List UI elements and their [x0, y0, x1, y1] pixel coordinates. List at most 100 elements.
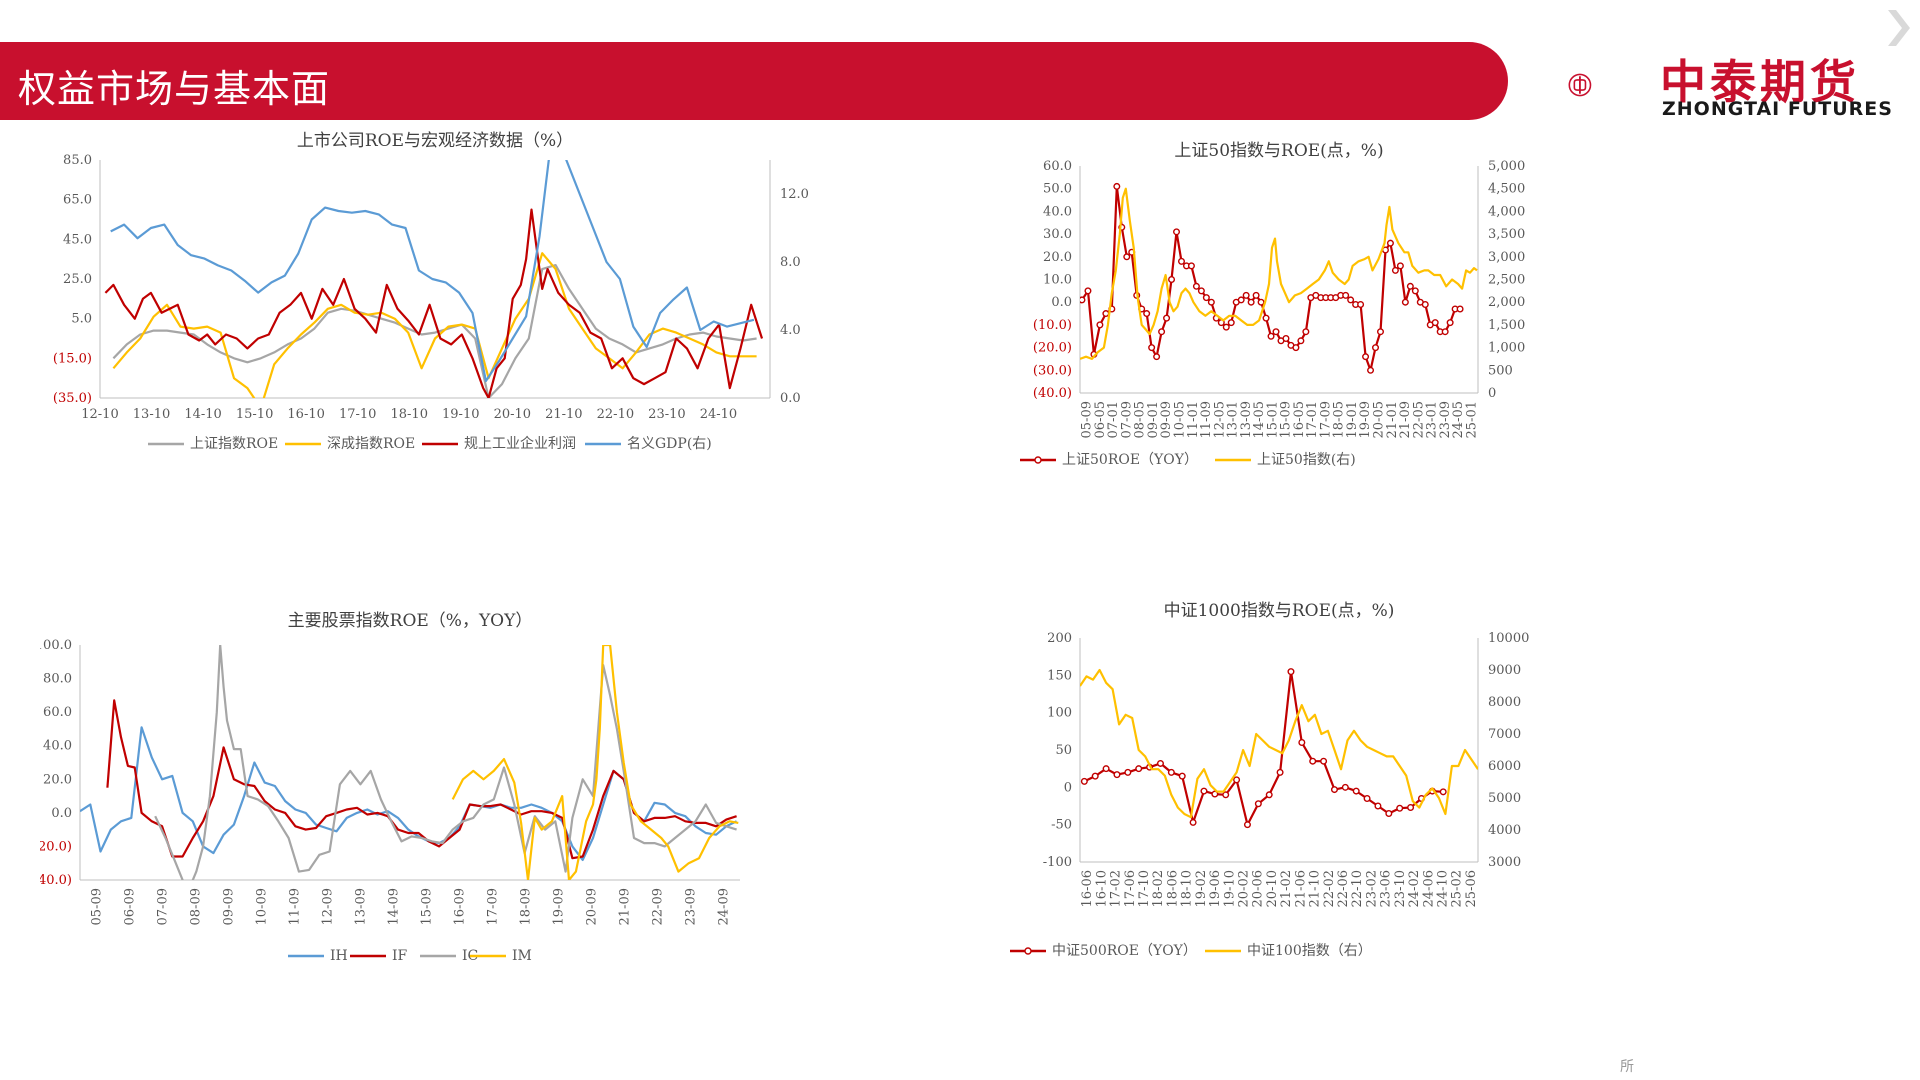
y-left-tick-label: 200 — [1047, 631, 1072, 646]
y-right-tick-label: 5000 — [1488, 791, 1521, 806]
series-point — [1347, 296, 1355, 304]
x-tick-label: 12-09 — [321, 888, 336, 925]
series-point — [1407, 803, 1415, 811]
legend-label: IM — [512, 948, 532, 964]
series-line — [110, 160, 755, 383]
x-tick-label: 19-10 — [442, 407, 479, 422]
series-line — [1081, 185, 1461, 372]
y-left-tick-label: 80.0 — [43, 672, 72, 687]
series-point — [1372, 344, 1380, 352]
y-right-tick-label: 8000 — [1488, 695, 1521, 710]
series-point — [1363, 795, 1371, 803]
series-point — [1406, 282, 1414, 290]
x-tick-label: 12-10 — [81, 407, 118, 422]
x-tick-label: 21-01 — [1385, 401, 1400, 438]
x-tick-label: 19-02 — [1194, 870, 1209, 907]
x-tick-label: 20-05 — [1372, 401, 1387, 438]
x-tick-label: 09-01 — [1146, 401, 1161, 438]
x-tick-label: 22-02 — [1322, 870, 1337, 907]
legend-label: IF — [392, 948, 408, 964]
x-tick-label: 23-06 — [1379, 870, 1394, 907]
y-right-tick-label: 2,500 — [1488, 273, 1525, 288]
series-point — [1287, 668, 1295, 676]
y-left-tick-label: 0 — [1064, 780, 1072, 795]
series-point — [1391, 266, 1399, 274]
x-tick-label: 20-10 — [1265, 870, 1280, 907]
y-right-tick-label: 4.0 — [780, 323, 801, 338]
series-line — [104, 208, 764, 398]
series-point — [1352, 787, 1360, 795]
series-point — [1421, 300, 1429, 308]
series-point — [1243, 821, 1251, 829]
series-point — [1197, 287, 1205, 295]
series-point — [1237, 296, 1245, 304]
y-left-tick-label: 5.0 — [71, 312, 92, 327]
chart-title: 上市公司ROE与宏观经济数据（%） — [297, 131, 573, 151]
x-tick-label: 24-05 — [1451, 401, 1466, 438]
x-tick-label: 06-09 — [123, 888, 138, 925]
zhongtai-logo-icon — [1568, 73, 1592, 97]
series-point — [1297, 337, 1305, 345]
legend-label: 名义GDP(右) — [627, 436, 712, 452]
x-tick-label: 21-02 — [1279, 870, 1294, 907]
x-tick-label: 14-05 — [1252, 401, 1267, 438]
y-left-tick-label: -50 — [1051, 818, 1072, 833]
x-tick-label: 25-06 — [1464, 870, 1479, 907]
legend-label: 上证50ROE（YOY） — [1062, 452, 1198, 468]
series-point — [1192, 282, 1200, 290]
legend-label: 上证50指数(右) — [1257, 452, 1356, 468]
x-tick-label: 17-06 — [1123, 870, 1138, 907]
x-tick-label: 18-06 — [1165, 870, 1180, 907]
y-left-tick-label: (40.0) — [1033, 386, 1072, 401]
x-tick-label: 23-02 — [1364, 870, 1379, 907]
series-point — [1396, 804, 1404, 812]
x-tick-label: 21-10 — [545, 407, 582, 422]
x-tick-label: 19-09 — [1358, 401, 1373, 438]
x-tick-label: 21-06 — [1293, 870, 1308, 907]
x-tick-label: 25-02 — [1450, 870, 1465, 907]
series-point — [1252, 291, 1260, 299]
series-point — [1222, 323, 1230, 331]
x-tick-label: 16-09 — [453, 888, 468, 925]
x-tick-label: 17-09 — [486, 888, 501, 925]
plot-area — [80, 645, 739, 880]
x-tick-label: 19-06 — [1208, 870, 1223, 907]
plot-area — [1080, 668, 1478, 829]
series-point — [1177, 257, 1185, 265]
series-point — [1446, 319, 1454, 327]
x-tick-label: 18-02 — [1151, 870, 1166, 907]
series-point — [1153, 353, 1161, 361]
series-point — [1123, 253, 1131, 261]
series-point — [1396, 262, 1404, 270]
series-point — [1357, 300, 1365, 308]
x-tick-label: 22-06 — [1336, 870, 1351, 907]
series-point — [1254, 800, 1262, 808]
legend-label: 中证500ROE（YOY） — [1052, 943, 1197, 959]
y-left-tick-label: 40.0 — [1043, 204, 1072, 219]
series-point — [1233, 776, 1241, 784]
series-line — [112, 252, 757, 398]
plot-area — [1080, 182, 1478, 374]
x-tick-label: 19-09 — [552, 888, 567, 925]
series-point — [1102, 310, 1110, 318]
series-point — [1257, 298, 1265, 306]
logo-text-cn: 中泰期货 — [1660, 55, 1860, 109]
y-right-tick-label: 4,500 — [1488, 182, 1525, 197]
series-line — [1083, 670, 1444, 826]
series-point — [1158, 328, 1166, 336]
x-tick-label: 09-09 — [1159, 401, 1174, 438]
x-tick-label: 23-10 — [1393, 870, 1408, 907]
x-tick-label: 22-05 — [1411, 401, 1426, 438]
y-left-tick-label: 50 — [1055, 743, 1072, 758]
series-point — [1163, 314, 1171, 322]
chart-title: 主要股票指数ROE（%，YOY） — [288, 611, 533, 631]
chart-title: 上证50指数与ROE(点，%) — [1174, 141, 1383, 161]
x-tick-label: 17-01 — [1305, 401, 1320, 438]
series-point — [1309, 757, 1317, 765]
series-point — [1202, 294, 1210, 302]
x-tick-label: 24-10 — [700, 407, 737, 422]
y-left-tick-label: (30.0) — [1033, 363, 1072, 378]
series-point — [1265, 791, 1273, 799]
series-point — [1262, 314, 1270, 322]
x-tick-label: 13-09 — [354, 888, 369, 925]
